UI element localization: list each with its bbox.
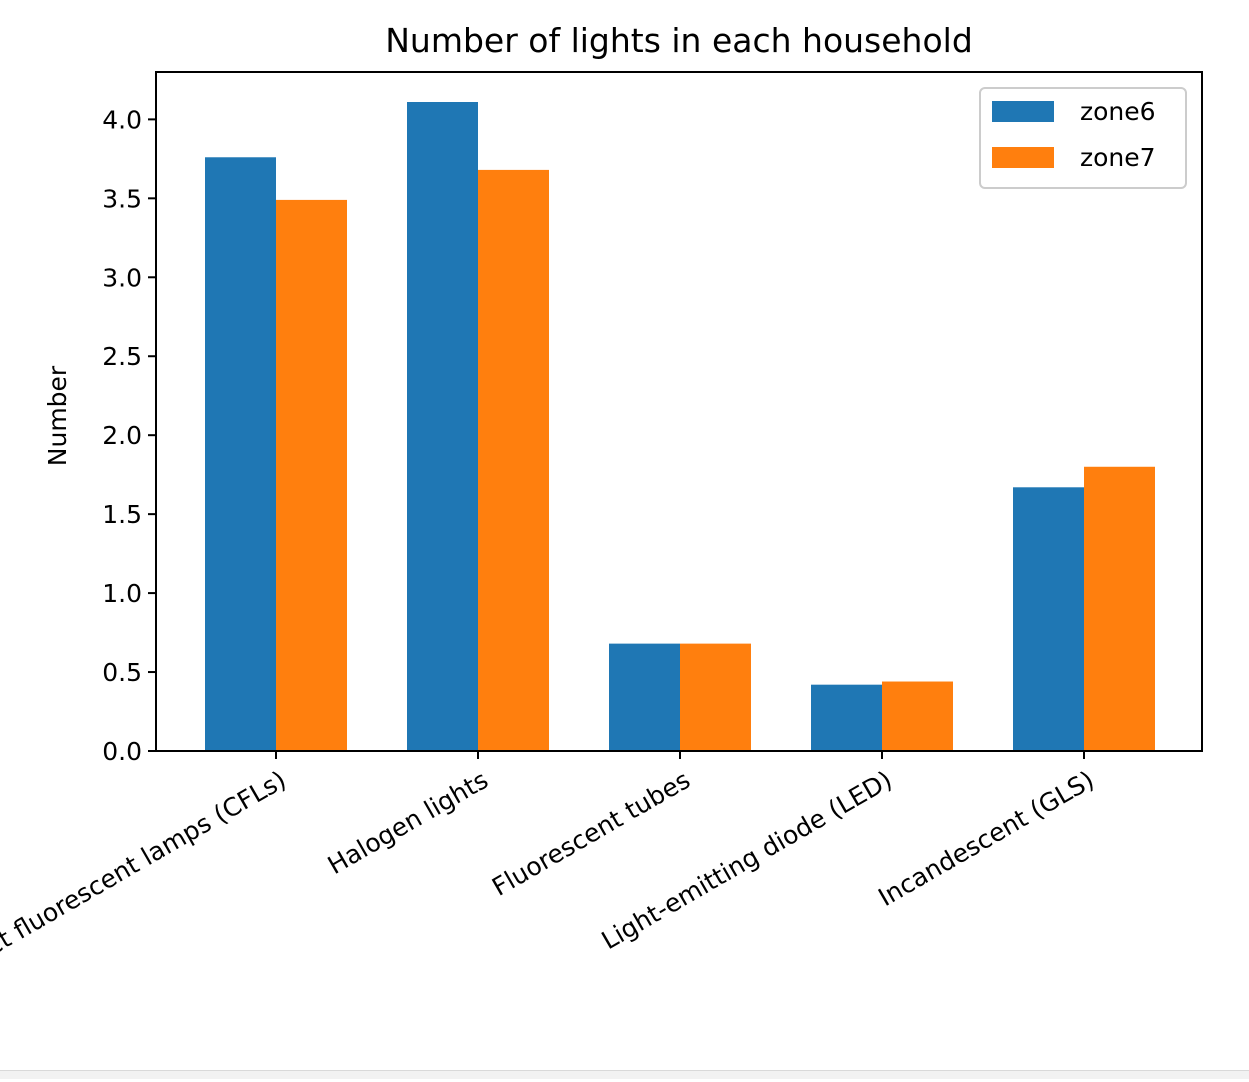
bar-zone7-1 xyxy=(478,169,549,751)
y-tick-label-5: 2.5 xyxy=(102,342,142,371)
y-tick-label-4: 2.0 xyxy=(102,421,142,450)
bar-zone7-3 xyxy=(882,681,953,751)
legend-swatch-zone7 xyxy=(992,147,1054,168)
bar-zone6-3 xyxy=(811,684,882,751)
y-tick-label-1: 0.5 xyxy=(102,658,142,687)
y-axis-label: Number xyxy=(43,365,72,466)
bars-layer xyxy=(205,102,1155,752)
bar-zone6-0 xyxy=(205,157,276,751)
legend-label-zone7: zone7 xyxy=(1080,143,1156,172)
x-tick-label-1: Halogen lights xyxy=(323,765,493,880)
y-tick-label-2: 1.0 xyxy=(102,579,142,608)
x-tick-label-4: Incandescent (GLS) xyxy=(873,765,1099,912)
y-tick-label-6: 3.0 xyxy=(102,263,142,292)
y-tick-label-3: 1.5 xyxy=(102,500,142,529)
chart-title: Number of lights in each household xyxy=(385,21,973,60)
legend: zone6 zone7 xyxy=(979,87,1187,189)
x-tick-label-2: Fluorescent tubes xyxy=(487,765,695,902)
legend-swatch-zone6 xyxy=(992,101,1054,122)
y-tick-label-7: 3.5 xyxy=(102,184,142,213)
y-tick-label-0: 0.0 xyxy=(102,737,142,766)
bar-zone7-0 xyxy=(276,199,347,751)
bar-zone7-2 xyxy=(680,643,751,751)
y-tick-label-8: 4.0 xyxy=(102,105,142,134)
bar-zone6-4 xyxy=(1013,487,1084,751)
bar-zone6-1 xyxy=(407,102,478,752)
bottom-strip xyxy=(0,1070,1249,1079)
bar-zone6-2 xyxy=(609,643,680,751)
legend-label-zone6: zone6 xyxy=(1080,97,1156,126)
x-tick-label-0: Compact fluorescent lamps (CFLs) xyxy=(0,765,291,1005)
bar-zone7-4 xyxy=(1084,466,1155,751)
